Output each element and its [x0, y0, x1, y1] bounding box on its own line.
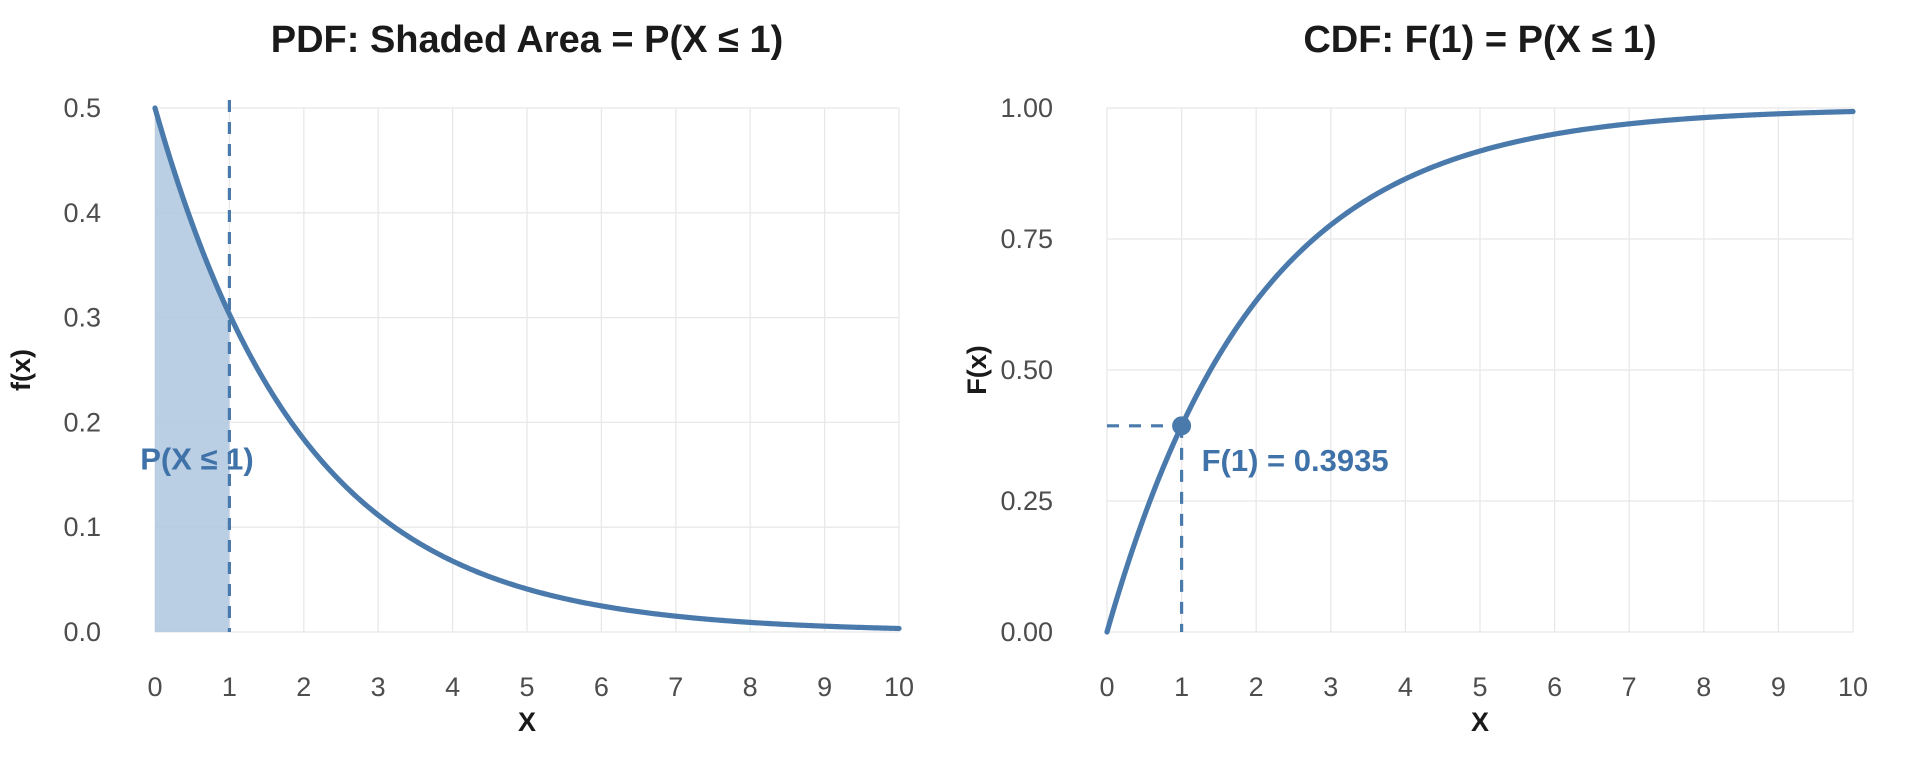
svg-text:0.3: 0.3: [63, 303, 101, 333]
svg-text:0.75: 0.75: [1000, 224, 1053, 254]
svg-text:2: 2: [1249, 672, 1264, 702]
svg-text:3: 3: [1323, 672, 1338, 702]
svg-text:4: 4: [445, 672, 460, 702]
svg-text:5: 5: [519, 672, 534, 702]
svg-text:0.5: 0.5: [63, 93, 101, 123]
svg-text:1: 1: [1174, 672, 1189, 702]
svg-text:9: 9: [817, 672, 832, 702]
svg-text:0: 0: [147, 672, 162, 702]
svg-text:X: X: [518, 707, 536, 737]
svg-text:0.50: 0.50: [1000, 355, 1053, 385]
svg-text:4: 4: [1398, 672, 1413, 702]
svg-text:X: X: [1471, 707, 1489, 737]
svg-text:8: 8: [1696, 672, 1711, 702]
svg-text:6: 6: [1547, 672, 1562, 702]
svg-text:0: 0: [1099, 672, 1114, 702]
svg-text:PDF: Shaded Area = P(X ≤ 1): PDF: Shaded Area = P(X ≤ 1): [271, 19, 784, 61]
svg-text:0.2: 0.2: [63, 407, 101, 437]
svg-text:F(1) = 0.3935: F(1) = 0.3935: [1202, 443, 1389, 478]
svg-text:0.4: 0.4: [63, 198, 101, 228]
svg-text:10: 10: [884, 672, 914, 702]
svg-text:f(x): f(x): [6, 349, 36, 391]
svg-text:8: 8: [743, 672, 758, 702]
svg-text:7: 7: [1622, 672, 1637, 702]
svg-text:1.00: 1.00: [1000, 93, 1053, 123]
svg-text:6: 6: [594, 672, 609, 702]
svg-text:2: 2: [296, 672, 311, 702]
svg-text:7: 7: [668, 672, 683, 702]
svg-text:CDF: F(1) = P(X ≤ 1): CDF: F(1) = P(X ≤ 1): [1303, 19, 1656, 61]
svg-text:0.25: 0.25: [1000, 486, 1053, 516]
svg-text:P(X ≤ 1): P(X ≤ 1): [140, 442, 253, 477]
svg-text:F(x): F(x): [962, 345, 992, 395]
svg-text:0.00: 0.00: [1000, 617, 1053, 647]
svg-text:3: 3: [371, 672, 386, 702]
svg-text:9: 9: [1771, 672, 1786, 702]
svg-text:0.1: 0.1: [63, 512, 101, 542]
svg-text:10: 10: [1838, 672, 1868, 702]
svg-text:0.0: 0.0: [63, 617, 101, 647]
svg-text:1: 1: [222, 672, 237, 702]
svg-text:5: 5: [1472, 672, 1487, 702]
